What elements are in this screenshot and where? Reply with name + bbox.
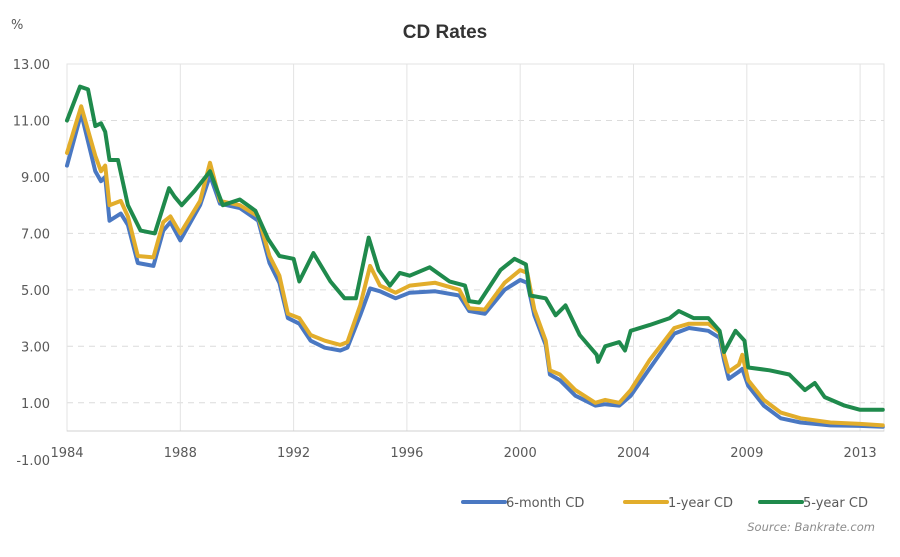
series-line-6-month-cd (65, 111, 885, 429)
legend-item: 1-year CD (623, 496, 733, 511)
x-tick-label: 2000 (504, 446, 537, 461)
x-tick-label: 1984 (50, 446, 83, 461)
x-tick-label: 2004 (617, 446, 650, 461)
legend-label: 5-year CD (803, 496, 868, 511)
y-axis-unit-label: % (11, 18, 23, 33)
legend: 6-month CD 1-year CD 5-year CD (461, 496, 868, 511)
y-tick-label: -1.00 (16, 454, 50, 469)
series-lines (65, 84, 885, 429)
x-axis-ticks: 1984 1988 1992 1996 2000 2004 2009 2013 (50, 446, 876, 461)
plot-border (66, 63, 885, 432)
y-tick-label: 13.00 (13, 58, 50, 73)
legend-item: 5-year CD (758, 496, 868, 511)
source-note: Source: Bankrate.com (747, 520, 875, 534)
y-tick-label: 11.00 (13, 114, 50, 129)
chart-title: CD Rates (403, 22, 487, 43)
y-tick-label: 1.00 (21, 397, 50, 412)
legend-label: 1-year CD (668, 496, 733, 511)
x-tick-label: 2009 (730, 446, 763, 461)
series-line-1-year-cd (65, 104, 885, 428)
legend-item: 6-month CD (461, 496, 584, 511)
gridlines (66, 63, 885, 432)
y-tick-label: 7.00 (21, 227, 50, 242)
y-tick-label: 3.00 (21, 340, 50, 355)
x-tick-label: 1992 (277, 446, 310, 461)
y-axis-ticks: 13.00 11.00 9.00 7.00 5.00 3.00 1.00 -1.00 (13, 58, 50, 469)
y-tick-label: 9.00 (21, 171, 50, 186)
legend-label: 6-month CD (506, 496, 584, 511)
x-tick-label: 2013 (844, 446, 877, 461)
x-tick-label: 1996 (390, 446, 423, 461)
series-line-5-year-cd (65, 84, 885, 412)
y-tick-label: 5.00 (21, 284, 50, 299)
x-tick-label: 1988 (164, 446, 197, 461)
